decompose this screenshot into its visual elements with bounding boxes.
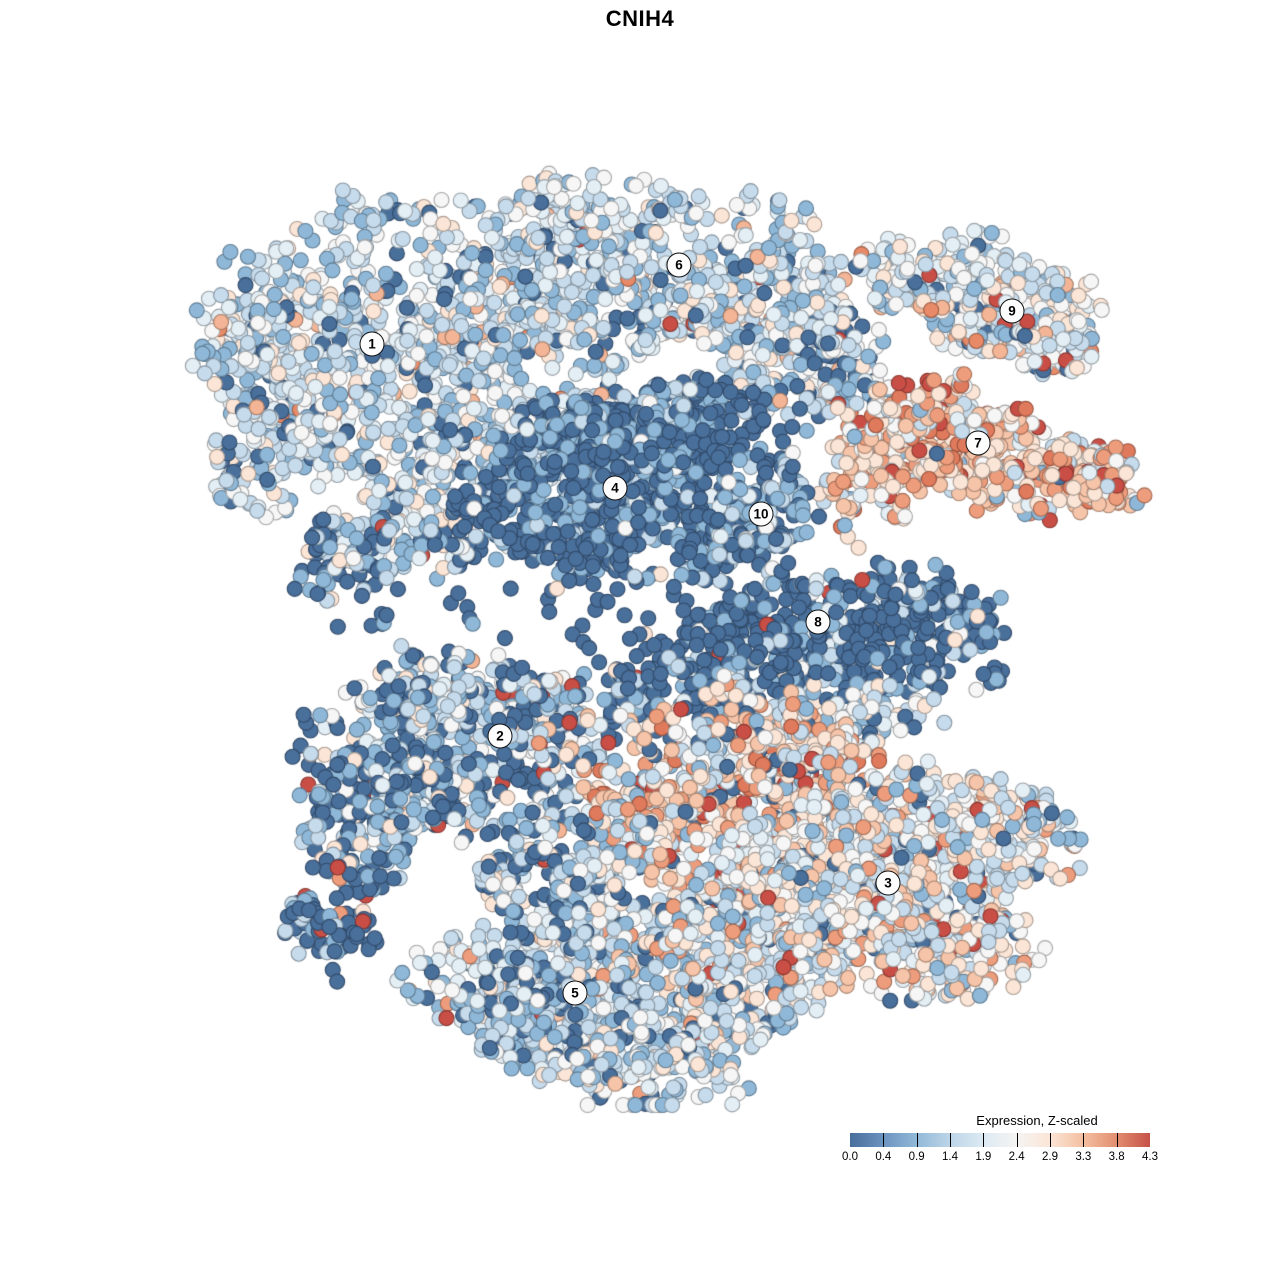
legend-title: Expression, Z-scaled (976, 1113, 1098, 1128)
legend-tick-label: 3.3 (1075, 1151, 1092, 1163)
legend-tick-mark (950, 1133, 951, 1147)
legend-tick-label: 1.9 (975, 1151, 992, 1163)
legend-colorbar (850, 1133, 1150, 1147)
expression-legend: Expression, Z-scaled 0.0 0.4 0.9 1.4 1.9 2.4 2… (842, 1113, 1158, 1175)
legend-tick-mark (1016, 1133, 1018, 1147)
legend-tick-label: 0.4 (875, 1151, 892, 1163)
legend-tick-labels: 0.0 0.4 0.9 1.4 1.9 2.4 2.9 3.3 3.8 4.3 (842, 1151, 1158, 1165)
legend-tick-label: 2.9 (1042, 1151, 1058, 1163)
legend-tick-mark (1083, 1133, 1085, 1147)
legend-tick-mark (916, 1133, 918, 1147)
legend-tick-label: 0.0 (842, 1151, 858, 1163)
legend-tick-label: 4.3 (1142, 1151, 1158, 1163)
legend-tick-label: 0.9 (908, 1151, 925, 1163)
legend-tick-mark (883, 1133, 885, 1147)
legend-tick-mark (983, 1133, 985, 1147)
legend-tick-mark (1050, 1133, 1051, 1147)
legend-tick-label: 3.8 (1108, 1151, 1125, 1163)
legend-tick-label: 1.4 (942, 1151, 958, 1163)
legend-tick-mark (1116, 1133, 1118, 1147)
legend-tick-label: 2.4 (1008, 1151, 1025, 1163)
